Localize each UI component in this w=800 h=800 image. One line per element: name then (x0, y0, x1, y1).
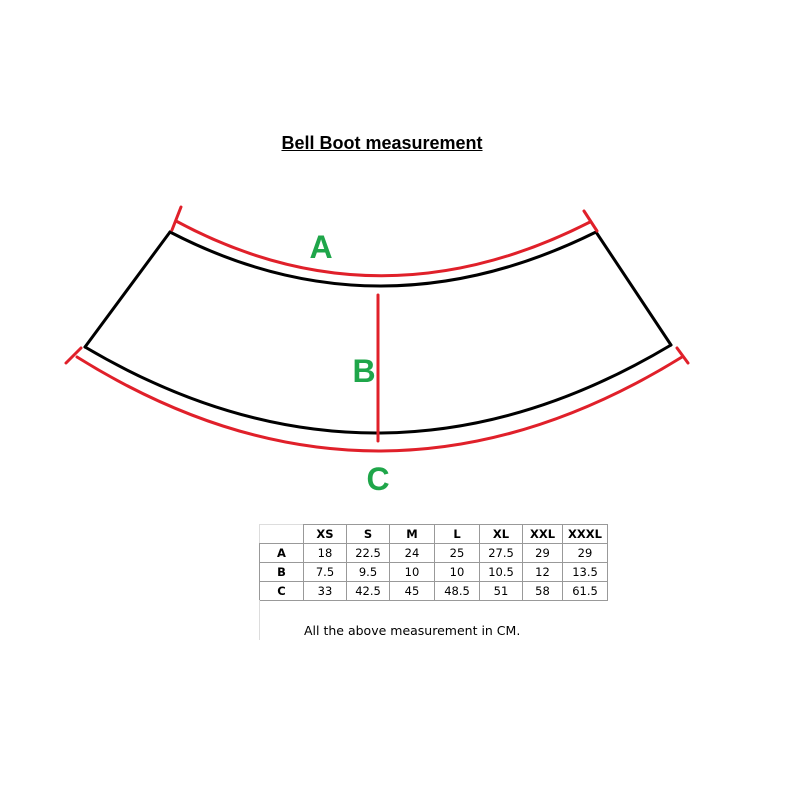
cell: 7.5 (303, 562, 347, 582)
header-cell: M (389, 524, 435, 544)
header-cell: XS (303, 524, 347, 544)
label-c: C (366, 461, 389, 497)
cell: 9.5 (346, 562, 390, 582)
header-cell: XXL (522, 524, 563, 544)
size-table: XS S M L XL XXL XXXL A 18 22.5 24 25 27.… (259, 524, 608, 601)
cell: 42.5 (346, 581, 390, 601)
cell: 29 (562, 543, 608, 563)
measure-a-line (174, 219, 592, 278)
table-row: B 7.5 9.5 10 10 10.5 12 13.5 (259, 562, 608, 582)
cell: 24 (389, 543, 435, 563)
table-row: A 18 22.5 24 25 27.5 29 29 (259, 543, 608, 563)
cell: 10 (434, 562, 480, 582)
measure-c-line (75, 355, 684, 453)
cell: 48.5 (434, 581, 480, 601)
diagram-title: Bell Boot measurement (281, 133, 483, 153)
cell: 51 (479, 581, 523, 601)
table-header-row: XS S M L XL XXL XXXL (259, 524, 608, 544)
row-label: B (259, 562, 304, 582)
header-cell: XL (479, 524, 523, 544)
cell: 33 (303, 581, 347, 601)
cell: 10 (389, 562, 435, 582)
header-cell: S (346, 524, 390, 544)
table-divider (259, 600, 260, 640)
cell: 61.5 (562, 581, 608, 601)
measure-c-tick-left (64, 346, 83, 365)
cell: 27.5 (479, 543, 523, 563)
row-label: C (259, 581, 304, 601)
boot-left-edge (83, 230, 172, 349)
label-a: A (309, 229, 332, 265)
boot-top-edge (168, 230, 598, 288)
boot-right-edge (594, 230, 673, 347)
table-row: C 33 42.5 45 48.5 51 58 61.5 (259, 581, 608, 601)
measure-c-tick-right (675, 346, 690, 365)
cell: 10.5 (479, 562, 523, 582)
label-b: B (352, 353, 375, 389)
header-cell: XXXL (562, 524, 608, 544)
cell: 18 (303, 543, 347, 563)
measure-a-tick-right (582, 209, 599, 233)
header-cell (259, 524, 304, 544)
cell: 12 (522, 562, 563, 582)
cell: 25 (434, 543, 480, 563)
measure-a-tick-left (170, 205, 183, 232)
cell: 13.5 (562, 562, 608, 582)
units-note: All the above measurement in CM. (304, 623, 521, 638)
row-label: A (259, 543, 304, 563)
cell: 45 (389, 581, 435, 601)
header-cell: L (434, 524, 480, 544)
cell: 29 (522, 543, 563, 563)
cell: 58 (522, 581, 563, 601)
cell: 22.5 (346, 543, 390, 563)
